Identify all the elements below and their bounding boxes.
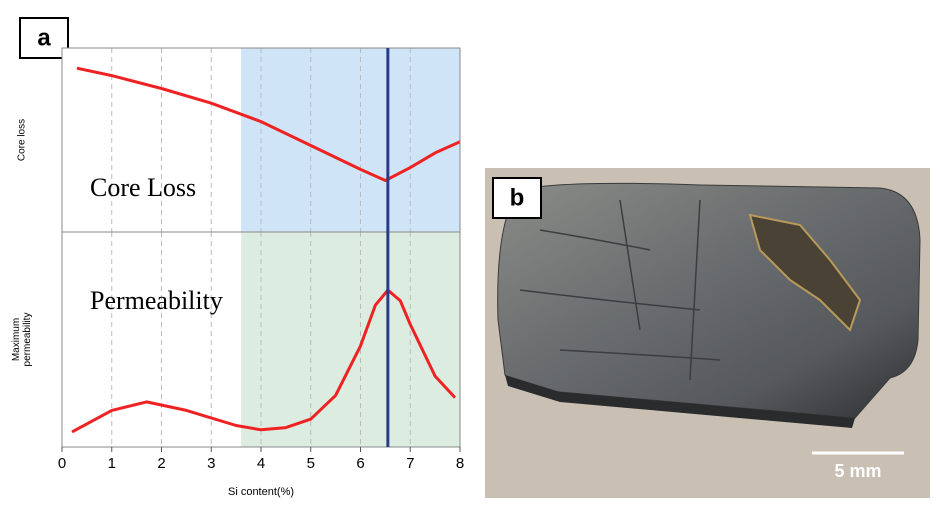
shaded-region [241, 48, 460, 232]
curve-annotation: Permeability [90, 286, 223, 315]
scale-bar-label: 5 mm [834, 461, 881, 481]
x-tick-label: 3 [207, 455, 215, 472]
x-tick-label: 8 [456, 455, 464, 472]
figure: b 5 mm a Si content(%) Core loss Core Los… [0, 0, 933, 502]
x-axis-label: Si content(%) [228, 486, 294, 498]
panel-label: a [37, 24, 51, 51]
x-tick-label: 0 [58, 455, 66, 472]
x-tick-label: 7 [406, 455, 414, 472]
shaded-region [241, 232, 460, 447]
y-axis-label: permeability [22, 313, 33, 367]
x-tick-label: 5 [307, 455, 315, 472]
x-tick-label: 6 [356, 455, 364, 472]
curve-annotation: Core Loss [90, 173, 196, 202]
panel-label: b [510, 184, 525, 211]
photo: b 5 mm [485, 168, 930, 498]
x-tick-label: 4 [257, 455, 265, 472]
x-tick-label: 1 [108, 455, 116, 472]
x-tick-label: 2 [157, 455, 165, 472]
y-axis-label: Maximum [11, 318, 22, 361]
y-axis-label: Core loss [17, 119, 28, 161]
